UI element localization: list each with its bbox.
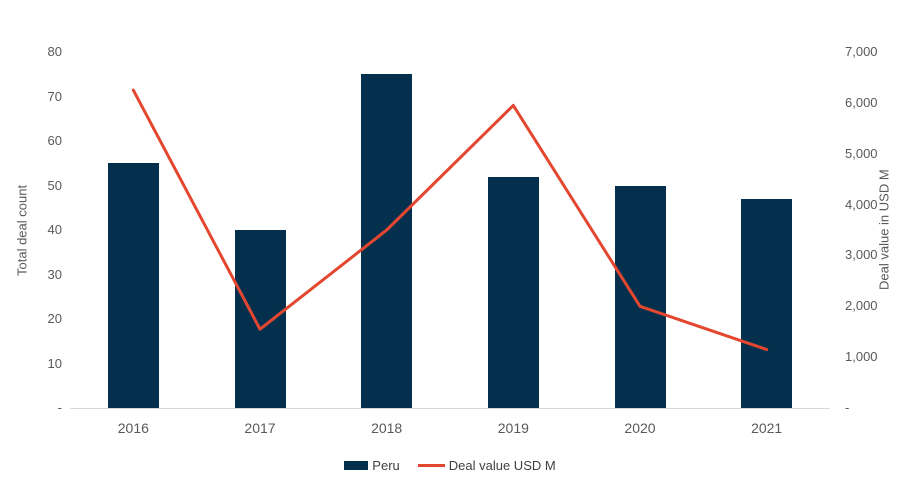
bar-2019 bbox=[487, 176, 539, 408]
right-tick-label: 7,000 bbox=[845, 44, 878, 59]
peru-bar-swatch-icon bbox=[344, 461, 369, 470]
left-tick-label: 20 bbox=[47, 311, 62, 326]
x-axis-label-2017: 2017 bbox=[244, 420, 276, 436]
left-tick-label: 80 bbox=[47, 44, 62, 59]
bar-2016 bbox=[107, 163, 159, 408]
bar-2018 bbox=[361, 74, 413, 408]
legend-item-peru: Peru bbox=[344, 458, 400, 473]
x-axis-label-2018: 2018 bbox=[371, 420, 403, 436]
right-tick-label: 2,000 bbox=[845, 298, 878, 314]
legend-label-peru: Peru bbox=[372, 458, 400, 473]
left-tick-label: 30 bbox=[47, 266, 62, 282]
left-tick-label: - bbox=[57, 400, 62, 415]
legend: Peru Deal value USD M bbox=[70, 458, 830, 473]
legend-label-deal-value: Deal value USD M bbox=[448, 458, 556, 473]
left-tick-label: 60 bbox=[47, 133, 62, 148]
x-axis-label-2020: 2020 bbox=[624, 420, 656, 436]
left-tick-label: 40 bbox=[47, 222, 62, 237]
bar-2017 bbox=[234, 230, 286, 408]
right-tick-label: - bbox=[845, 400, 850, 415]
bar-2021 bbox=[741, 198, 793, 408]
x-axis-label-2016: 2016 bbox=[117, 420, 149, 436]
deal-value-line-swatch-icon bbox=[417, 464, 445, 467]
right-tick-label: 5,000 bbox=[845, 145, 878, 161]
legend-item-deal-value: Deal value USD M bbox=[417, 458, 556, 473]
right-tick-label: 6,000 bbox=[845, 94, 878, 110]
x-axis-label-2021: 2021 bbox=[751, 420, 783, 436]
right-tick-label: 1,000 bbox=[845, 349, 878, 365]
left-tick-label: 10 bbox=[47, 355, 62, 371]
right-tick-label: 4,000 bbox=[845, 196, 878, 212]
x-axis-line bbox=[70, 408, 830, 409]
right-tick-label: 3,000 bbox=[845, 247, 878, 263]
deal-value-line bbox=[131, 88, 769, 351]
left-tick-label: 70 bbox=[47, 88, 62, 104]
left-tick-label: 50 bbox=[47, 177, 62, 193]
bar-2020 bbox=[614, 185, 666, 408]
x-axis-label-2019: 2019 bbox=[497, 420, 529, 436]
